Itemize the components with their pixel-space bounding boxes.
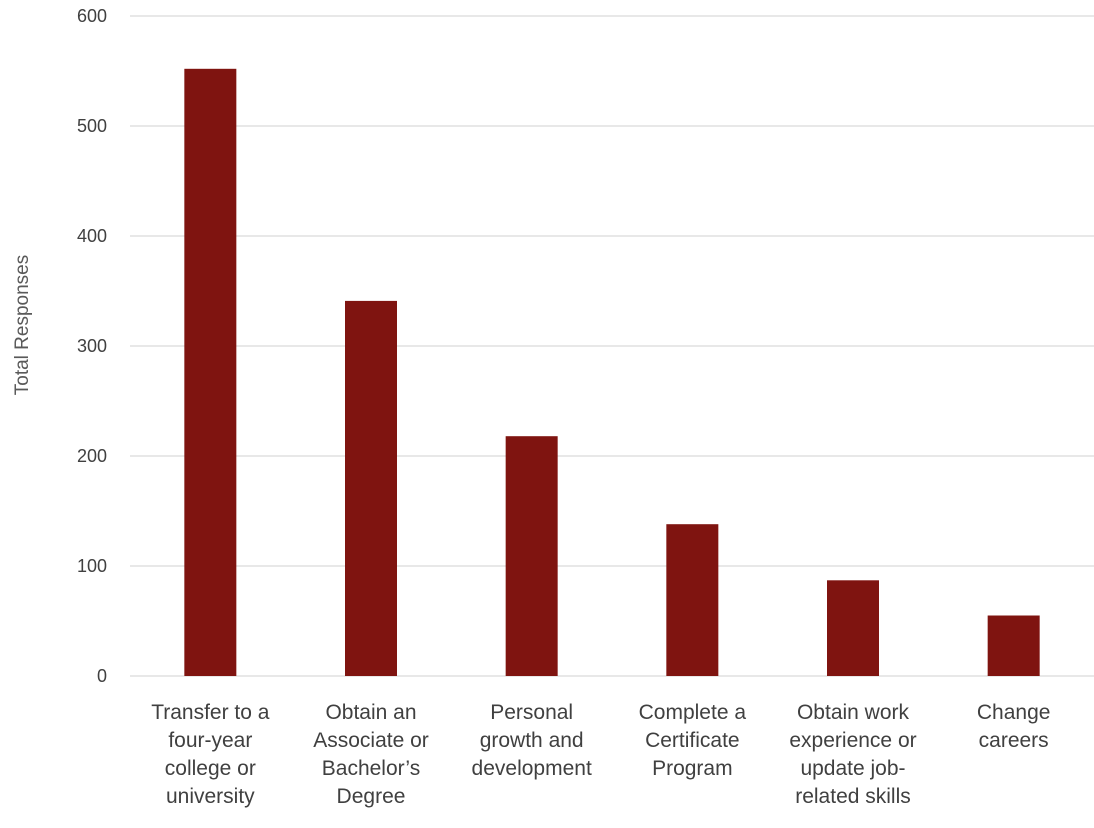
x-category-label-4: Complete a Certificate Program [639, 701, 747, 780]
y-tick-label-0: 0 [97, 666, 107, 686]
x-category-label-line: four-year [168, 729, 252, 752]
y-tick-label-200: 200 [77, 446, 107, 466]
y-tick-label-500: 500 [77, 116, 107, 136]
x-category-label-line: growth and [480, 729, 584, 752]
x-category-label-line: related skills [795, 785, 911, 808]
y-axis-title: Total Responses [12, 255, 33, 395]
x-category-label-line: university [166, 785, 255, 808]
bar-3 [505, 436, 558, 676]
x-category-label-line: Obtain work [797, 701, 910, 724]
x-category-label-2: Obtain an Associate or Bachelor’s Degree [313, 701, 429, 808]
x-category-label-line: Certificate [645, 729, 740, 752]
x-category-label-line: Associate or [313, 729, 429, 752]
x-category-label-6: Change careers [977, 701, 1051, 752]
x-category-label-5: Obtain work experience or update job-relat… [789, 701, 916, 808]
y-tick-label-400: 400 [77, 226, 107, 246]
y-tick-label-100: 100 [77, 556, 107, 576]
x-category-label-line: Complete a [639, 701, 747, 724]
bar-2 [345, 300, 397, 676]
x-category-label-line: Personal [490, 701, 573, 724]
x-category-label-line: Bachelor’s [322, 757, 420, 780]
bar-5 [827, 580, 879, 676]
x-category-label-line: Change [977, 701, 1051, 724]
y-tick-label-300: 300 [77, 336, 107, 356]
bar-4 [666, 524, 719, 676]
x-category-label-line: careers [979, 729, 1049, 752]
x-category-label-line: Degree [337, 785, 406, 808]
x-category-label-line: experience or [789, 729, 916, 752]
bar-1 [184, 68, 237, 677]
x-category-label-3: Personal growth and development [472, 701, 592, 780]
x-category-label-line: development [472, 757, 592, 780]
x-category-label-line: Program [652, 757, 733, 780]
x-category-label-line: college or [165, 757, 256, 780]
y-tick-label-600: 600 [77, 6, 107, 26]
x-category-label-line: Transfer to a [151, 701, 270, 724]
x-category-label-line: Obtain an [325, 701, 416, 724]
x-category-label-line: update job- [800, 757, 905, 780]
x-category-label-1: Transfer to a four-year college or universi… [151, 701, 270, 808]
bar-6 [987, 615, 1040, 676]
